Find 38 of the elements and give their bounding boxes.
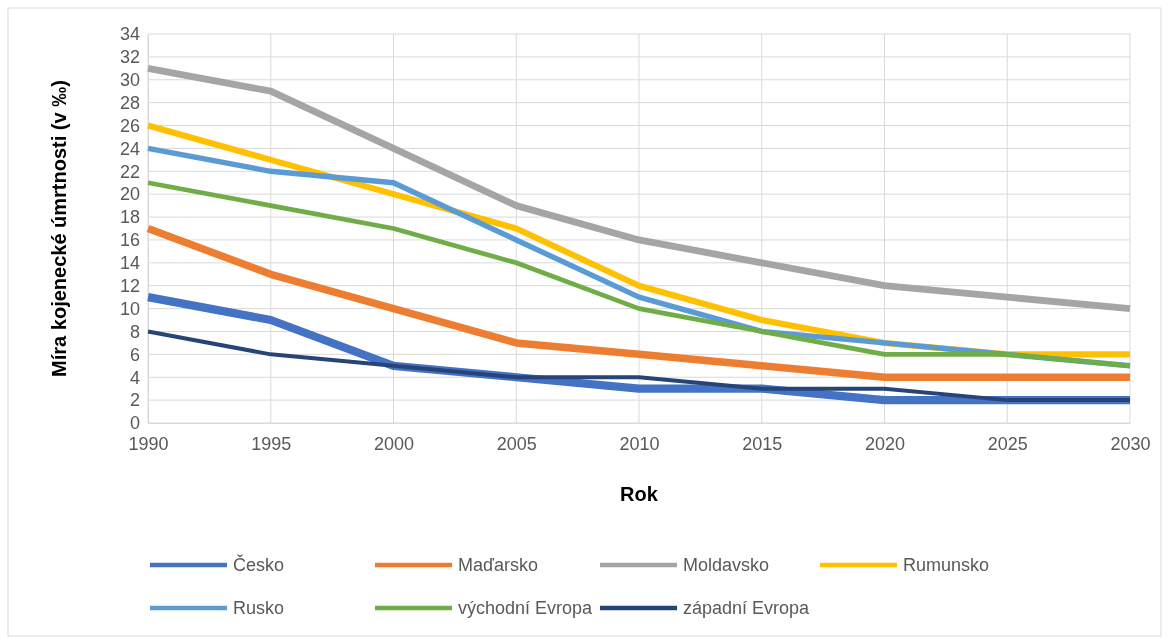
x-tick-label: 2020 — [864, 433, 906, 454]
x-tick-label: 2025 — [987, 433, 1028, 454]
legend-label: Česko — [233, 554, 285, 575]
y-tick-label: 28 — [119, 92, 140, 113]
line-series — [145, 180, 1133, 369]
legend-label: Rusko — [233, 598, 285, 618]
y-tick-label: 30 — [119, 70, 140, 91]
y-tick-label: 8 — [129, 321, 140, 342]
y-tick-label: 4 — [129, 367, 140, 388]
x-tick-label: 1995 — [251, 433, 292, 454]
y-tick-label: 12 — [119, 275, 140, 296]
y-tick-label: 10 — [119, 298, 140, 319]
y-tick-label: 20 — [119, 184, 140, 205]
y-axis-title: Míra kojenecké úmrtnosti (v ‰) — [48, 80, 70, 377]
y-tick-label: 34 — [119, 24, 140, 45]
legend-label: Moldavsko — [683, 555, 770, 575]
x-tick-label: 2015 — [742, 433, 783, 454]
y-tick-label: 24 — [119, 138, 140, 159]
x-axis-title: Rok — [620, 483, 659, 505]
y-tick-label: 14 — [119, 253, 140, 274]
y-tick-label: 16 — [119, 230, 140, 251]
x-tick-label: 2005 — [496, 433, 537, 454]
x-tick-label: 2010 — [619, 433, 660, 454]
y-tick-label: 0 — [129, 413, 140, 434]
y-tick-label: 22 — [119, 161, 140, 182]
y-tick-label: 26 — [119, 115, 140, 136]
x-tick-label: 1990 — [128, 433, 169, 454]
line-series — [146, 329, 1132, 403]
legend-label: západní Evropa — [683, 598, 811, 618]
legend-label: Maďarsko — [458, 555, 539, 575]
x-tick-label: 2000 — [373, 433, 415, 454]
x-tick-label: 2030 — [1110, 433, 1151, 454]
y-tick-label: 18 — [119, 207, 140, 228]
legend-label: východní Evropa — [458, 598, 594, 618]
legend-label: Rumunsko — [903, 555, 990, 575]
y-tick-label: 2 — [129, 390, 140, 411]
y-tick-label: 32 — [119, 47, 140, 68]
y-tick-label: 6 — [129, 344, 140, 365]
